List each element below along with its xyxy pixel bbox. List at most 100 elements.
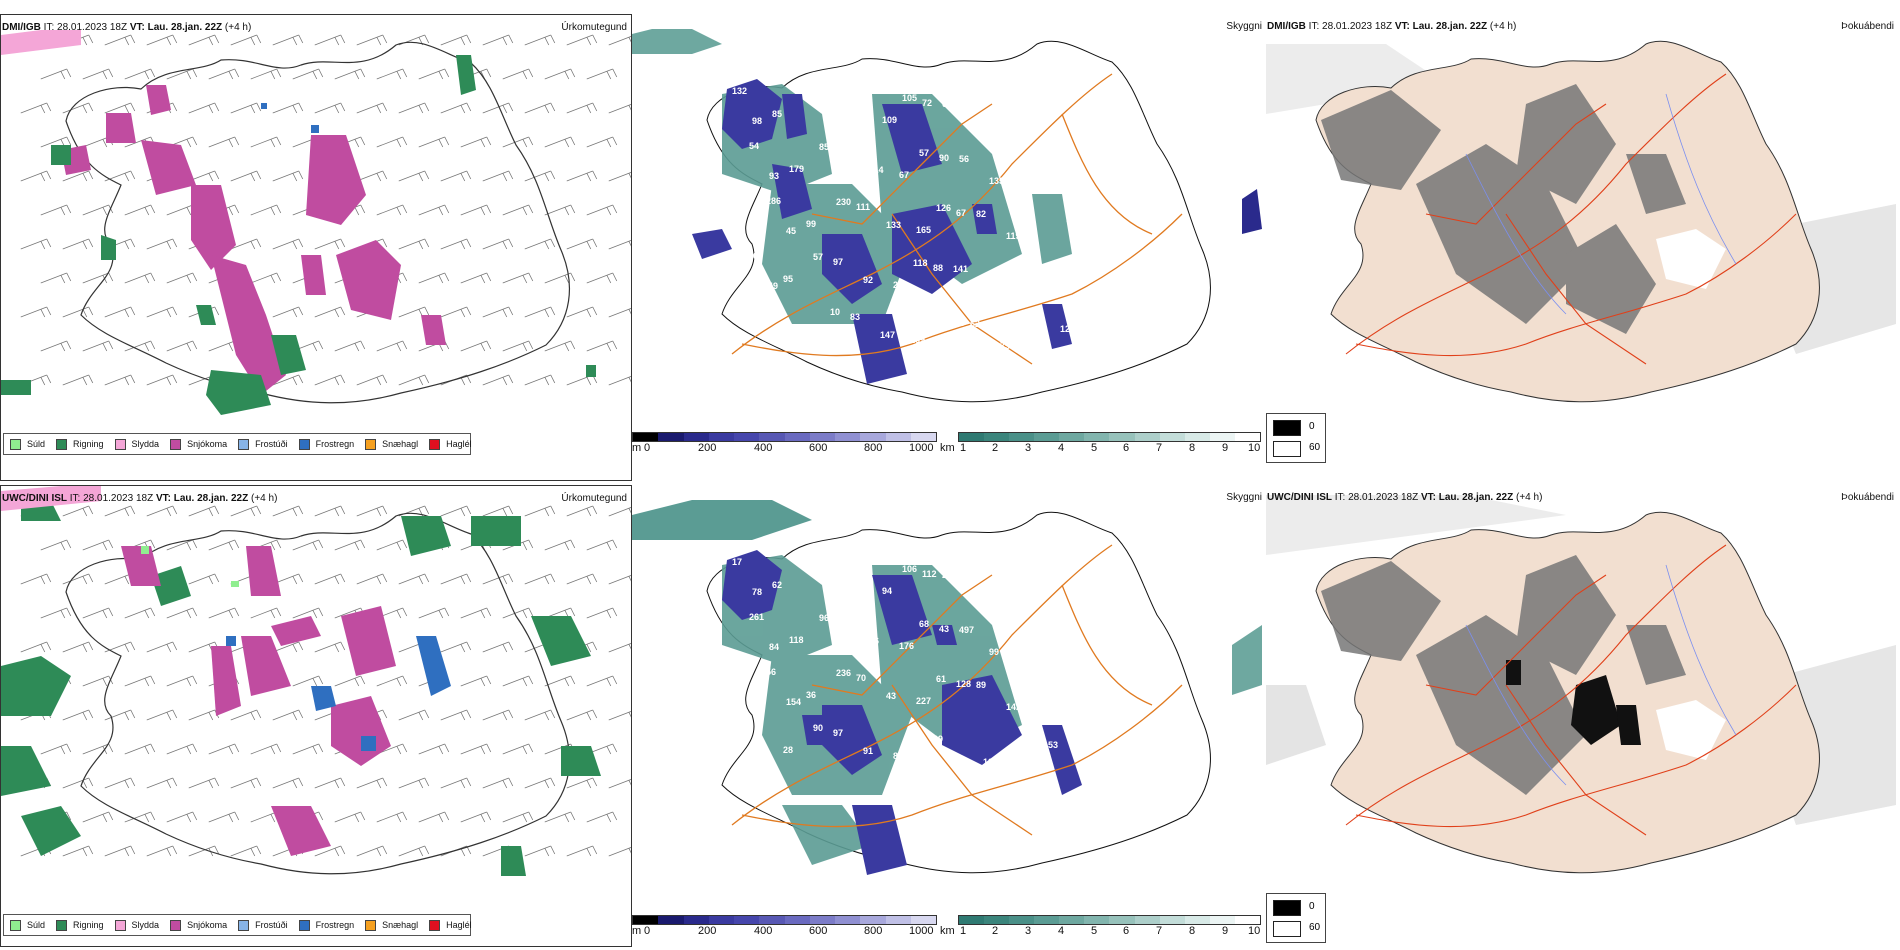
elevation-label: 62 bbox=[942, 99, 952, 109]
elevation-label: 126 bbox=[936, 203, 951, 213]
elevation-label: 95 bbox=[1032, 104, 1042, 114]
colorbar-segment bbox=[1209, 916, 1235, 924]
colorbar-segment bbox=[860, 916, 886, 924]
wind-barb bbox=[544, 68, 576, 80]
wind-barb bbox=[586, 675, 618, 687]
wind-barb bbox=[566, 573, 598, 585]
wind-barb bbox=[230, 238, 262, 250]
elevation-label: 62 bbox=[802, 558, 812, 568]
elevation-label: 118 bbox=[913, 258, 928, 268]
legend-swatch bbox=[114, 438, 126, 450]
colorbar-segment bbox=[1059, 433, 1085, 441]
wind-barb bbox=[250, 136, 282, 148]
wind-barb bbox=[146, 641, 178, 653]
wind-barb bbox=[334, 340, 366, 352]
wind-barb bbox=[524, 709, 556, 721]
wind-barb bbox=[188, 777, 220, 789]
elevation-label: 36 bbox=[806, 690, 816, 700]
wind-barb bbox=[566, 170, 598, 182]
wind-barb bbox=[398, 573, 430, 585]
wind-barb bbox=[314, 34, 346, 46]
wind-barb bbox=[440, 34, 472, 46]
panel-precip-type-top: DMI/IGB IT: 28.01.2023 18Z VT: Lau. 28.j… bbox=[0, 14, 632, 481]
wind-barb bbox=[20, 306, 52, 318]
wind-barb bbox=[418, 68, 450, 80]
colorbar-segment bbox=[633, 916, 659, 924]
wind-barb bbox=[250, 743, 282, 755]
wind-barb bbox=[272, 709, 304, 721]
wind-barb bbox=[230, 845, 262, 857]
wind-barb bbox=[292, 68, 324, 80]
wind-barb bbox=[40, 607, 72, 619]
wind-barb bbox=[146, 845, 178, 857]
wind-barb bbox=[314, 505, 346, 517]
elevation-label: 114 bbox=[1066, 685, 1081, 695]
panel-title-visibility: Skyggni bbox=[1226, 492, 1262, 503]
wind-barb bbox=[608, 847, 631, 857]
wind-barb bbox=[20, 102, 52, 114]
wind-barb bbox=[20, 170, 52, 182]
wind-barb bbox=[524, 505, 556, 517]
legend-item-freezing-rain: Frostregn bbox=[298, 919, 354, 931]
wind-barb bbox=[272, 238, 304, 250]
legend-item-snow-pellets: Snæhagl bbox=[365, 438, 418, 450]
legend-item-freezing-rain: Frostregn bbox=[298, 438, 354, 450]
colorbar-segment bbox=[658, 916, 684, 924]
elevation-label: 72 bbox=[922, 98, 932, 108]
wind-barb bbox=[418, 272, 450, 284]
wind-barb bbox=[566, 238, 598, 250]
visibility-colorbar: km 1 2 3 4 5 6 7 8 9 10 bbox=[940, 432, 1261, 454]
wind-barb bbox=[208, 68, 240, 80]
elevation-label: 85 bbox=[772, 109, 782, 119]
elevation-label: 67 bbox=[743, 722, 753, 732]
elevation-label: 286 bbox=[766, 196, 781, 206]
wind-barb bbox=[524, 573, 556, 585]
elevation-label: 119 bbox=[1006, 231, 1021, 241]
wind-barb bbox=[250, 272, 282, 284]
wind-barb bbox=[356, 777, 388, 789]
wind-barb bbox=[586, 340, 618, 352]
elevation-label: 126 bbox=[1060, 324, 1075, 334]
elevation-label: 95 bbox=[783, 274, 793, 284]
elevation-label: 169 bbox=[910, 335, 925, 345]
wind-barb bbox=[62, 777, 94, 789]
wind-barb bbox=[146, 709, 178, 721]
elevation-label: 67 bbox=[1049, 159, 1059, 169]
height-colorbar: m 0 200 400 600 800 1000 bbox=[632, 432, 937, 454]
elevation-label: 45 bbox=[786, 226, 796, 236]
wind-barb bbox=[62, 374, 94, 386]
wind-barb bbox=[376, 204, 408, 216]
wind-barb bbox=[20, 238, 52, 250]
legend-item-hail: Haglél bbox=[429, 438, 472, 450]
elevation-label: 249 bbox=[763, 281, 778, 291]
wind-barb bbox=[608, 172, 631, 182]
wind-barb bbox=[544, 136, 576, 148]
wind-barb bbox=[524, 777, 556, 789]
wind-barb bbox=[586, 607, 618, 619]
wind-barb bbox=[460, 675, 492, 687]
wind-barb bbox=[524, 34, 556, 46]
wind-barb bbox=[166, 743, 198, 755]
elevation-label: 230 bbox=[836, 197, 851, 207]
panel-header: DMI/IGB IT: 28.01.2023 18Z VT: Lau. 28.j… bbox=[1267, 21, 1517, 32]
wind-barb bbox=[62, 709, 94, 721]
elevation-label: 96 bbox=[819, 613, 829, 623]
wind-barb bbox=[440, 573, 472, 585]
legend-swatch bbox=[238, 919, 250, 931]
elevation-label: 62 bbox=[970, 319, 980, 329]
wind-barb bbox=[62, 845, 94, 857]
colorbar-segment bbox=[1009, 433, 1035, 441]
elevation-label: 29 bbox=[933, 734, 943, 744]
wind-barb bbox=[502, 136, 534, 148]
wind-barb bbox=[166, 607, 198, 619]
wind-barb bbox=[566, 845, 598, 857]
colorbar-segment bbox=[633, 433, 659, 441]
legend-item-snow: Snjókoma bbox=[170, 438, 227, 450]
legend-swatch bbox=[429, 438, 441, 450]
wind-barb bbox=[166, 811, 198, 823]
wind-barb bbox=[524, 102, 556, 114]
elevation-label: 43 bbox=[886, 691, 896, 701]
wind-barb bbox=[292, 675, 324, 687]
cloud-map-bottom bbox=[1266, 495, 1896, 874]
wind-barb bbox=[272, 374, 304, 386]
